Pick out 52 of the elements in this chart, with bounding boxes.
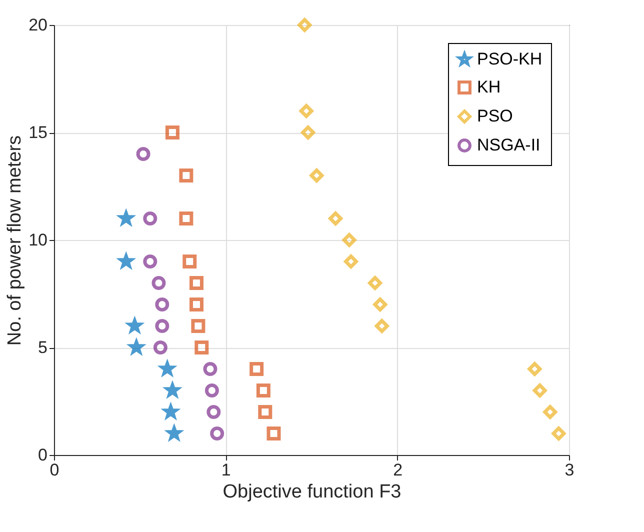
point [206,405,221,419]
x-tick-label: 2 [393,460,403,480]
y-axis-title: No. of power flow meters [4,135,26,346]
point [182,254,197,268]
point [152,276,166,290]
point [256,384,270,398]
point [528,362,542,376]
point [310,168,324,182]
point [250,362,264,376]
point [552,426,566,440]
point [543,405,558,419]
legend-label: KH [477,78,501,96]
point [373,298,388,312]
point [194,340,209,354]
point [203,362,218,376]
point [328,212,343,226]
point [189,298,204,312]
point [532,384,547,398]
point [344,254,358,268]
y-tick-label: 10 [28,230,48,250]
point [165,126,180,140]
point [368,276,382,290]
point [179,212,194,226]
point [143,212,158,226]
x-tick-label: 0 [50,460,60,480]
x-tick-label: 1 [221,460,231,480]
legend-label: PSO [477,106,513,126]
legend-label: NSGA-II [477,136,540,154]
point [191,319,206,333]
legend-label: PSO-KH [477,50,542,68]
point [301,126,316,140]
y-tick-label: 0 [38,446,48,464]
y-tick-label: 5 [38,338,48,357]
point [153,340,168,354]
y-tick-label: 15 [28,123,48,142]
point [266,426,281,440]
point [179,168,194,182]
point [210,426,224,440]
y-tick-label: 20 [28,16,48,34]
point [342,233,356,247]
point [189,276,204,290]
x-axis-title: Objective function F3 [222,482,402,502]
point [258,405,272,419]
point [155,298,170,312]
point [204,384,219,398]
x-tick-label: 3 [564,460,574,480]
point [155,319,170,333]
point [298,18,312,32]
point [374,319,389,333]
point [136,147,150,161]
point [143,254,158,268]
point [299,104,314,118]
